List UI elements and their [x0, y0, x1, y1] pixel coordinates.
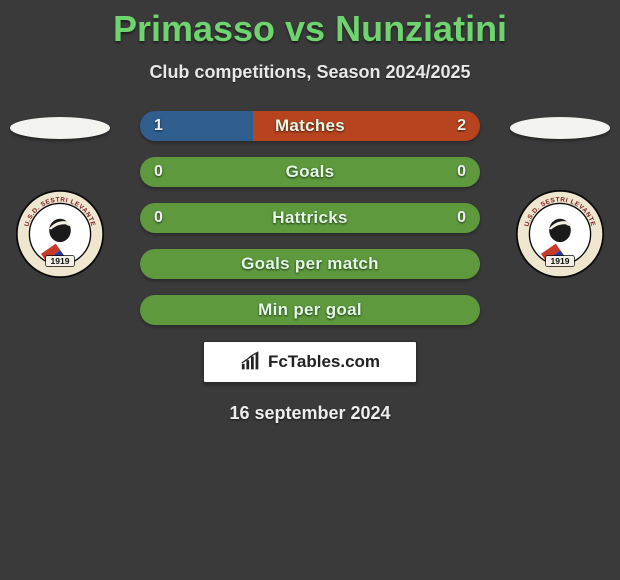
svg-text:1919: 1919 [50, 256, 69, 266]
comparison-bars: 12Matches 00Goals 00Hattricks Goals per mat… [140, 111, 480, 325]
bar-row: 00Goals [140, 157, 480, 187]
bar-label: Goals [140, 157, 480, 187]
bar-label: Goals per match [140, 249, 480, 279]
player-right-ellipse [510, 117, 610, 139]
page-title: Primasso vs Nunziatini [0, 0, 620, 50]
bar-label: Hattricks [140, 203, 480, 233]
bar-row: 12Matches [140, 111, 480, 141]
bar-label: Matches [140, 111, 480, 141]
title-vs: vs [275, 8, 335, 49]
player-left-ellipse [10, 117, 110, 139]
subtitle: Club competitions, Season 2024/2025 [0, 62, 620, 83]
bar-row: 00Hattricks [140, 203, 480, 233]
bars-icon [240, 351, 262, 373]
watermark-text: FcTables.com [268, 352, 380, 372]
bar-row: Min per goal [140, 295, 480, 325]
watermark: FcTables.com [203, 341, 417, 383]
player-left-badge: U.S.D. SESTRI LEVANTE 1919 [10, 111, 110, 279]
date-text: 16 september 2024 [0, 403, 620, 424]
title-left: Primasso [113, 8, 275, 49]
title-right: Nunziatini [335, 8, 507, 49]
bar-row: Goals per match [140, 249, 480, 279]
main-content: U.S.D. SESTRI LEVANTE 1919 U.S.D. SESTRI… [0, 111, 620, 424]
player-left-crest: U.S.D. SESTRI LEVANTE 1919 [15, 189, 105, 279]
player-right-crest: U.S.D. SESTRI LEVANTE 1919 [515, 189, 605, 279]
player-right-badge: U.S.D. SESTRI LEVANTE 1919 [510, 111, 610, 279]
bar-label: Min per goal [140, 295, 480, 325]
svg-text:1919: 1919 [550, 256, 569, 266]
